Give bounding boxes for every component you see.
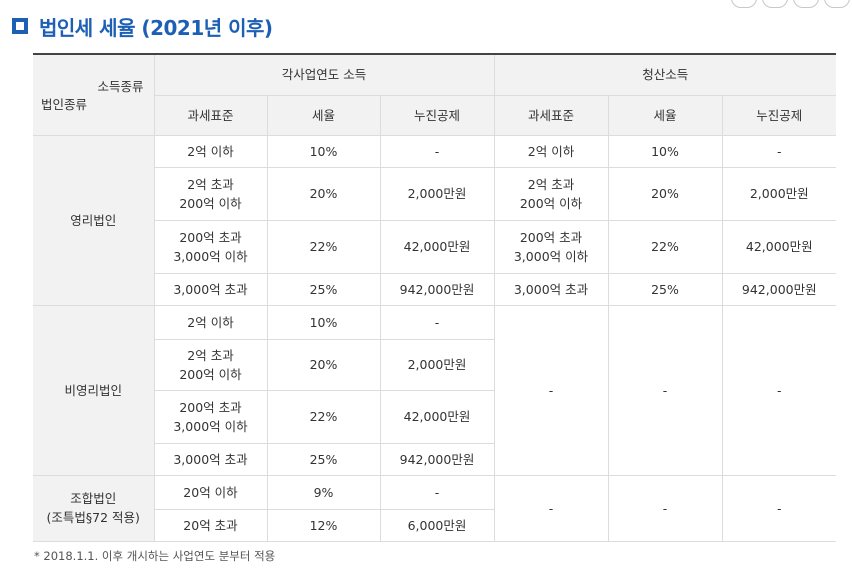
table-row: 200억 초과 3,000억 이하 22% 42,000만원 [33,389,836,444]
tax-base-cell: 200억 초과 3,000억 이하 [154,219,268,274]
toolbar-button[interactable] [762,0,788,8]
corner-corp-type: 법인종류 [41,97,88,112]
tax-rate-cell: 10% [266,304,381,340]
row-header-nonprofit: 비영리법인 [33,304,155,476]
liq-tax-base-cell: 200억 초과 3,000억 이하 [493,219,609,274]
corner-income-type: 소득종류 [97,79,144,94]
tax-base-cell: 20억 이하 [153,474,268,510]
table-row: 2억 초과 200억 이하 20% 2,000만원 2억 초과 200억 이하 20… [33,166,837,221]
tax-rate-cell: 12% [266,508,381,542]
toolbar-button[interactable] [793,0,819,8]
liq-tax-base-cell: 2억 초과 200억 이하 [493,166,609,221]
footnote: * 2018.1.1. 이후 개시하는 사업연도 분부터 적용 [34,549,276,563]
tax-rate-cell: 20% [266,166,381,221]
tax-rate-cell: 22% [266,389,381,444]
square-bullet-icon [12,18,28,34]
tax-rate-cell: 25% [266,442,381,476]
section-title: 법인세 세율 (2021년 이후) [12,12,273,40]
liq-tax-base-cell: 3,000억 초과 [493,272,609,306]
liq-tax-rate-cell: 10% [607,134,723,168]
table-row: 비영리법인 2억 이하 10% - - - - [33,304,837,476]
tax-rate-cell: 20% [266,338,381,391]
deduction-cell: 42,000만원 [379,389,494,444]
col-header-deduction: 누진공제 [721,94,837,136]
liq-tax-rate-cell: 20% [607,166,723,221]
table-row: 조합법인 (조특법§72 적용) 20억 이하 9% - - - - [33,474,837,542]
table-corner-header: 소득종류 법인종류 [33,53,155,136]
tax-base-cell: 200억 초과 3,000억 이하 [154,389,268,444]
toolbar-button[interactable] [824,0,850,8]
liq-tax-base-cell: - [493,474,609,542]
tax-rate-cell: 22% [266,219,381,274]
liq-deduction-cell: 42,000만원 [721,219,837,274]
liq-tax-rate-cell: 22% [607,219,723,274]
tax-base-cell: 2억 초과 200억 이하 [154,338,268,391]
deduction-cell: 942,000만원 [379,272,495,306]
col-header-tax-rate: 세율 [607,94,723,136]
tax-base-cell: 3,000억 초과 [154,272,268,306]
row-header-cooperative: 조합법인 (조특법§72 적용) [33,474,155,542]
tax-rate-cell: 10% [266,134,381,168]
deduction-cell: 42,000만원 [379,219,495,274]
toolbar-button[interactable] [731,0,757,8]
col-header-tax-base: 과세표준 [154,94,268,136]
liq-deduction-cell: 2,000만원 [721,166,837,221]
liq-tax-rate-cell: 25% [607,272,723,306]
corporate-tax-rate-table: 소득종류 법인종류 각사업연도 소득 청산소득 과세표준 세율 누진공제 과세표… [33,53,837,542]
table-row: 20억 초과 12% 6,000만원 [33,508,836,542]
deduction-cell: 942,000만원 [379,442,494,476]
liq-deduction-cell: - [721,474,837,542]
deduction-cell: - [379,474,495,510]
table-row: 영리법인 2억 이하 10% - 2억 이하 10% - [33,134,837,306]
liq-deduction-cell: - [721,304,837,476]
table-row: 3,000억 초과 25% 942,000만원 [33,442,836,476]
liq-tax-rate-cell: - [607,304,723,476]
liq-tax-base-cell: 2억 이하 [493,134,609,168]
liq-deduction-cell: 942,000만원 [721,272,837,306]
tax-base-cell: 3,000억 초과 [154,442,268,476]
group-header-business-income: 각사업연도 소득 [153,53,495,96]
tax-rate-cell: 25% [266,272,381,306]
col-header-deduction: 누진공제 [379,94,495,136]
section-title-text: 법인세 세율 (2021년 이후) [39,15,273,40]
table-row: 200억 초과 3,000억 이하 22% 42,000만원 200억 초과 3,0… [33,219,837,274]
deduction-cell: - [379,304,495,340]
liq-tax-rate-cell: - [607,474,723,542]
group-header-liquidation-income: 청산소득 [493,53,837,96]
deduction-cell: - [379,134,495,168]
tax-base-cell: 2억 이하 [153,134,268,168]
row-header-forprofit: 영리법인 [33,134,155,306]
deduction-cell: 2,000만원 [379,338,494,391]
deduction-cell: 2,000만원 [379,166,495,221]
col-header-tax-base: 과세표준 [493,94,609,136]
tax-base-cell: 20억 초과 [154,508,268,542]
tax-base-cell: 2억 초과 200억 이하 [154,166,268,221]
liq-tax-base-cell: - [493,304,609,476]
col-header-tax-rate: 세율 [266,94,381,136]
tax-base-cell: 2억 이하 [153,304,268,340]
tax-rate-cell: 9% [266,474,381,510]
liq-deduction-cell: - [721,134,837,168]
table-row: 3,000억 초과 25% 942,000만원 3,000억 초과 25% 94… [33,272,837,306]
deduction-cell: 6,000만원 [379,508,494,542]
